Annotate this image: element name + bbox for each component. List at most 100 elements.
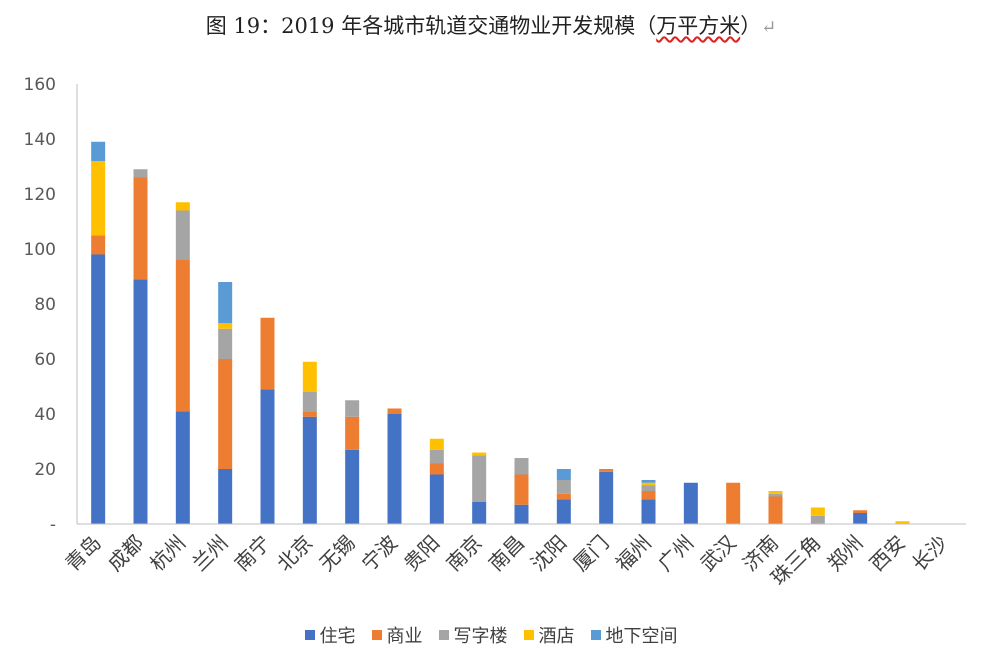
y-tick-label: 140 bbox=[24, 130, 56, 150]
x-tick-label: 西安 bbox=[865, 531, 910, 576]
y-tick-label: 20 bbox=[34, 460, 56, 480]
bar-segment bbox=[683, 482, 698, 524]
bar-segment bbox=[302, 361, 317, 392]
x-tick-label: 贵阳 bbox=[399, 531, 444, 576]
bar-segment bbox=[133, 169, 148, 178]
x-tick-label: 武汉 bbox=[695, 531, 740, 576]
bar-segment bbox=[302, 416, 317, 524]
bar-segment bbox=[472, 452, 487, 456]
bar-segment bbox=[133, 177, 148, 280]
bar-segment bbox=[218, 282, 233, 324]
bar-segment bbox=[218, 328, 233, 359]
bar-segment bbox=[599, 471, 614, 524]
return-mark-icon: ↵ bbox=[761, 17, 777, 38]
bar-segment bbox=[345, 400, 360, 417]
legend-swatch bbox=[590, 630, 601, 640]
legend-label: 住宅 bbox=[319, 626, 356, 647]
bar-segment bbox=[302, 392, 317, 412]
bar-segment bbox=[895, 521, 910, 524]
bar-segment bbox=[514, 504, 529, 524]
bar-segment bbox=[91, 235, 106, 255]
legend-swatch bbox=[438, 630, 449, 640]
bar-segment bbox=[768, 496, 783, 524]
y-axis: - 20 40 60 80 100 120 140 160 bbox=[24, 75, 56, 535]
bar-segment bbox=[641, 482, 656, 486]
bar-segment bbox=[218, 323, 233, 329]
bar-segment bbox=[641, 499, 656, 524]
legend-label: 酒店 bbox=[538, 626, 575, 647]
bar-chart: - 20 40 60 80 100 120 140 160 青岛成都杭州兰州南宁北京无锡宁波贵阳… bbox=[24, 75, 966, 590]
x-tick-label: 郑州 bbox=[822, 531, 867, 576]
bar-segment bbox=[133, 279, 148, 524]
bar-segment bbox=[599, 469, 614, 472]
bar-segment bbox=[810, 515, 825, 524]
bar-segment bbox=[387, 408, 402, 414]
bar-segment bbox=[556, 493, 571, 500]
y-tick-label: 40 bbox=[34, 405, 56, 425]
x-axis: 青岛成都杭州兰州南宁北京无锡宁波贵阳南京南昌沈阳厦门福州广州武汉济南珠三角郑州西… bbox=[60, 84, 966, 590]
x-tick-label: 南昌 bbox=[484, 531, 529, 576]
x-tick-label: 沈阳 bbox=[526, 531, 571, 576]
x-tick-label: 成都 bbox=[103, 531, 148, 576]
bar-segment bbox=[175, 411, 190, 524]
y-tick-label: 80 bbox=[34, 295, 56, 315]
x-tick-label: 北京 bbox=[272, 531, 317, 576]
x-tick-label: 青岛 bbox=[60, 531, 105, 576]
bar-segment bbox=[641, 480, 656, 483]
chart-title-main: 图 19：2019 年各城市轨道交通物业开发规模（ bbox=[205, 14, 657, 38]
bar-segment bbox=[641, 491, 656, 500]
bar-segment bbox=[429, 474, 444, 524]
legend-item: 住宅 bbox=[304, 622, 356, 648]
y-tick-label: - bbox=[50, 515, 56, 535]
legend-item: 地下空间 bbox=[590, 622, 678, 648]
bar-segment bbox=[853, 510, 868, 513]
bar-segment bbox=[175, 210, 190, 260]
x-tick-label: 福州 bbox=[611, 531, 656, 576]
x-tick-label: 南京 bbox=[441, 531, 486, 576]
bar-segment bbox=[768, 491, 783, 494]
bar-segment bbox=[853, 513, 868, 524]
legend-swatch bbox=[304, 630, 315, 640]
bar-segment bbox=[302, 411, 317, 417]
bar-segment bbox=[91, 254, 106, 524]
bar-segment bbox=[91, 161, 106, 236]
bar-segment bbox=[91, 141, 106, 161]
legend-label: 商业 bbox=[386, 626, 423, 647]
legend-label: 写字楼 bbox=[453, 626, 508, 647]
bar-segment bbox=[768, 493, 783, 497]
bar-segment bbox=[429, 463, 444, 475]
bar-segment bbox=[472, 455, 487, 502]
bar-segment bbox=[556, 499, 571, 524]
legend-item: 商业 bbox=[371, 622, 423, 648]
plot-area bbox=[91, 141, 910, 524]
y-tick-label: 120 bbox=[24, 185, 56, 205]
x-tick-label: 广州 bbox=[653, 531, 698, 576]
bar-segment bbox=[175, 202, 190, 211]
y-tick-label: 100 bbox=[24, 240, 56, 260]
legend-item: 酒店 bbox=[523, 622, 575, 648]
x-tick-label: 南宁 bbox=[230, 531, 275, 576]
bar-segment bbox=[175, 260, 190, 412]
chart-title-close: ） bbox=[740, 14, 762, 38]
x-tick-label: 长沙 bbox=[907, 531, 952, 576]
bar-segment bbox=[429, 438, 444, 450]
bar-segment bbox=[514, 458, 529, 475]
bar-segment bbox=[345, 449, 360, 524]
bar-segment bbox=[726, 482, 741, 524]
bar-segment bbox=[641, 485, 656, 491]
chart-title-unit: 万平方米 bbox=[656, 14, 741, 38]
bar-segment bbox=[429, 449, 444, 464]
legend: 住宅 商业 写字楼 酒店 地下空间 bbox=[0, 622, 982, 648]
x-tick-label: 厦门 bbox=[568, 531, 613, 576]
legend-swatch bbox=[523, 630, 534, 640]
bar-segment bbox=[260, 389, 275, 524]
chart-title: 图 19：2019 年各城市轨道交通物业开发规模（万平方米）↵ bbox=[0, 10, 982, 40]
bar-segment bbox=[345, 416, 360, 450]
bar-segment bbox=[810, 507, 825, 516]
legend-item: 写字楼 bbox=[438, 622, 508, 648]
bar-segment bbox=[556, 469, 571, 480]
x-tick-label: 杭州 bbox=[145, 531, 190, 576]
y-tick-label: 160 bbox=[24, 75, 56, 95]
legend-swatch bbox=[371, 630, 382, 640]
y-tick-label: 60 bbox=[34, 350, 56, 370]
